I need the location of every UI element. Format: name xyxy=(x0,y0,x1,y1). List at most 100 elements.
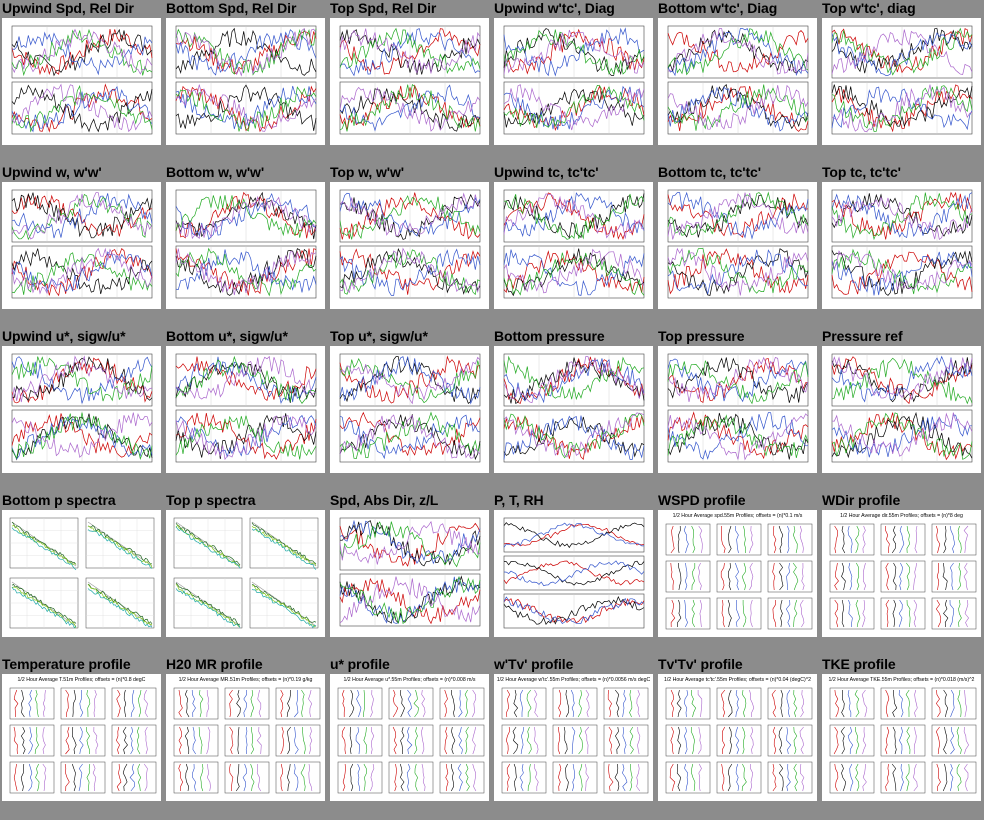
thumbnail-link[interactable] xyxy=(330,346,489,473)
thumbnail-plot xyxy=(667,353,809,463)
thumbnail-plot xyxy=(11,353,153,463)
thumbnail-link[interactable] xyxy=(658,346,817,473)
cell-title: Bottom tc, tc'tc' xyxy=(658,164,761,180)
thumbnail-plot xyxy=(667,25,809,135)
cell-top-spd-rel-dir: Top Spd, Rel Dir xyxy=(328,0,492,164)
thumbnail-link[interactable]: 1/2 Hour Average u*.55m Profiles; offset… xyxy=(330,674,489,801)
cell-title: WSPD profile xyxy=(658,492,746,508)
cell-title: Upwind Spd, Rel Dir xyxy=(2,0,134,16)
thumbnail-link[interactable] xyxy=(330,182,489,309)
cell-title: Top w'tc', diag xyxy=(822,0,916,16)
thumbnail-plot xyxy=(175,25,317,135)
thumbnail-link[interactable] xyxy=(2,182,161,309)
thumbnail-plot xyxy=(175,353,317,463)
thumbnail-plot: 1/2 Hour Average w'tc'.55m Profiles; off… xyxy=(497,677,651,794)
cell-title: w'Tv' profile xyxy=(494,656,574,672)
thumbnail-link[interactable]: 1/2 Hour Average w'tc'.55m Profiles; off… xyxy=(494,674,653,801)
cell-title: H20 MR profile xyxy=(166,656,263,672)
thumbnail-link[interactable] xyxy=(494,182,653,309)
svg-text:1/2 Hour Average spd.55m Profi: 1/2 Hour Average spd.55m Profiles; offse… xyxy=(673,513,803,519)
cell-title: Bottom w'tc', Diag xyxy=(658,0,778,16)
thumbnail-link[interactable] xyxy=(2,346,161,473)
thumbnail-plot xyxy=(667,189,809,299)
cell-title: P, T, RH xyxy=(494,492,544,508)
thumbnail-link[interactable] xyxy=(166,18,325,145)
thumbnail-link[interactable]: 1/2 Hour Average spd.55m Profiles; offse… xyxy=(658,510,817,637)
svg-text:1/2 Hour Average tc'tc'.55m Pr: 1/2 Hour Average tc'tc'.55m Profiles; of… xyxy=(664,677,811,683)
thumbnail-plot xyxy=(339,25,481,135)
thumbnail-plot xyxy=(9,517,155,629)
cell-title: Top u*, sigw/u* xyxy=(330,328,428,344)
cell-bottom-wtc-diag: Bottom w'tc', Diag xyxy=(656,0,820,164)
svg-text:1/2 Hour Average w'tc'.55m Pro: 1/2 Hour Average w'tc'.55m Profiles; off… xyxy=(497,677,651,683)
cell-title: Tv'Tv' profile xyxy=(658,656,743,672)
cell-bottom-ustar-sigw: Bottom u*, sigw/u* xyxy=(164,328,328,492)
cell-title: Temperature profile xyxy=(2,656,131,672)
cell-title: Bottom Spd, Rel Dir xyxy=(166,0,297,16)
thumbnail-link[interactable] xyxy=(166,346,325,473)
cell-title: WDir profile xyxy=(822,492,901,508)
thumbnail-link[interactable] xyxy=(166,182,325,309)
cell-title: Upwind w'tc', Diag xyxy=(494,0,615,16)
thumbnail-link[interactable] xyxy=(330,18,489,145)
thumbnail-link[interactable] xyxy=(2,510,161,637)
cell-bottom-p-spectra: Bottom p spectra xyxy=(0,492,164,656)
cell-tke-profile: TKE profile 1/2 Hour Average TKE.55m Pro… xyxy=(820,656,984,820)
cell-bottom-tc-tctc: Bottom tc, tc'tc' xyxy=(656,164,820,328)
cell-spd-abs-dir-zl: Spd, Abs Dir, z/L xyxy=(328,492,492,656)
cell-pressure-ref: Pressure ref xyxy=(820,328,984,492)
cell-top-wtc-diag: Top w'tc', diag xyxy=(820,0,984,164)
cell-wdir-profile: WDir profile 1/2 Hour Average dir.55m Pr… xyxy=(820,492,984,656)
cell-temperature-profile: Temperature profile 1/2 Hour Average T.5… xyxy=(0,656,164,820)
thumbnail-plot: 1/2 Hour Average TKE.55m Profiles; offse… xyxy=(829,677,977,794)
cell-title: Top tc, tc'tc' xyxy=(822,164,901,180)
cell-title: Bottom p spectra xyxy=(2,492,116,508)
cell-top-w-ww: Top w, w'w' xyxy=(328,164,492,328)
cell-upwind-spd-rel-dir: Upwind Spd, Rel Dir xyxy=(0,0,164,164)
thumbnail-link[interactable]: 1/2 Hour Average tc'tc'.55m Profiles; of… xyxy=(658,674,817,801)
thumbnail-plot xyxy=(831,353,973,463)
cell-wtv-profile: w'Tv' profile 1/2 Hour Average w'tc'.55m… xyxy=(492,656,656,820)
thumbnail-link[interactable]: 1/2 Hour Average TKE.55m Profiles; offse… xyxy=(822,674,981,801)
cell-title: Upwind tc, tc'tc' xyxy=(494,164,599,180)
cell-bottom-spd-rel-dir: Bottom Spd, Rel Dir xyxy=(164,0,328,164)
cell-title: Top w, w'w' xyxy=(330,164,404,180)
cell-title: Bottom pressure xyxy=(494,328,605,344)
thumbnail-plot xyxy=(339,189,481,299)
thumbnail-link[interactable]: 1/2 Hour Average MR.51m Profiles; offset… xyxy=(166,674,325,801)
cell-p-t-rh: P, T, RH xyxy=(492,492,656,656)
thumbnail-link[interactable] xyxy=(330,510,489,637)
thumbnail-link[interactable] xyxy=(494,510,653,637)
cell-h20-mr-profile: H20 MR profile 1/2 Hour Average MR.51m P… xyxy=(164,656,328,820)
cell-title: u* profile xyxy=(330,656,390,672)
cell-title: Top Spd, Rel Dir xyxy=(330,0,437,16)
thumbnail-link[interactable] xyxy=(494,18,653,145)
thumbnail-link[interactable]: 1/2 Hour Average T.51m Profiles; offsets… xyxy=(2,674,161,801)
thumbnail-plot xyxy=(339,353,481,463)
thumbnail-plot xyxy=(831,25,973,135)
thumbnail-link[interactable] xyxy=(822,182,981,309)
thumbnail-link[interactable]: 1/2 Hour Average dir.55m Profiles; offse… xyxy=(822,510,981,637)
thumbnail-plot xyxy=(831,189,973,299)
thumbnail-plot: 1/2 Hour Average u*.55m Profiles; offset… xyxy=(337,677,485,794)
cell-title: Pressure ref xyxy=(822,328,903,344)
thumbnail-plot xyxy=(503,353,645,463)
cell-title: Upwind u*, sigw/u* xyxy=(2,328,126,344)
thumbnail-plot xyxy=(503,189,645,299)
thumbnail-link[interactable] xyxy=(658,18,817,145)
svg-text:1/2 Hour Average MR.51m Profil: 1/2 Hour Average MR.51m Profiles; offset… xyxy=(179,677,313,683)
thumbnail-plot xyxy=(173,517,319,629)
cell-title: Upwind w, w'w' xyxy=(2,164,102,180)
thumbnail-link[interactable] xyxy=(166,510,325,637)
cell-top-pressure: Top pressure xyxy=(656,328,820,492)
cell-wspd-profile: WSPD profile 1/2 Hour Average spd.55m Pr… xyxy=(656,492,820,656)
thumbnail-plot xyxy=(11,189,153,299)
thumbnail-link[interactable] xyxy=(494,346,653,473)
cell-upwind-wtc-diag: Upwind w'tc', Diag xyxy=(492,0,656,164)
cell-bottom-w-ww: Bottom w, w'w' xyxy=(164,164,328,328)
thumbnail-link[interactable] xyxy=(822,18,981,145)
thumbnail-link[interactable] xyxy=(822,346,981,473)
thumbnail-link[interactable] xyxy=(658,182,817,309)
cell-upwind-ustar-sigw: Upwind u*, sigw/u* xyxy=(0,328,164,492)
thumbnail-link[interactable] xyxy=(2,18,161,145)
